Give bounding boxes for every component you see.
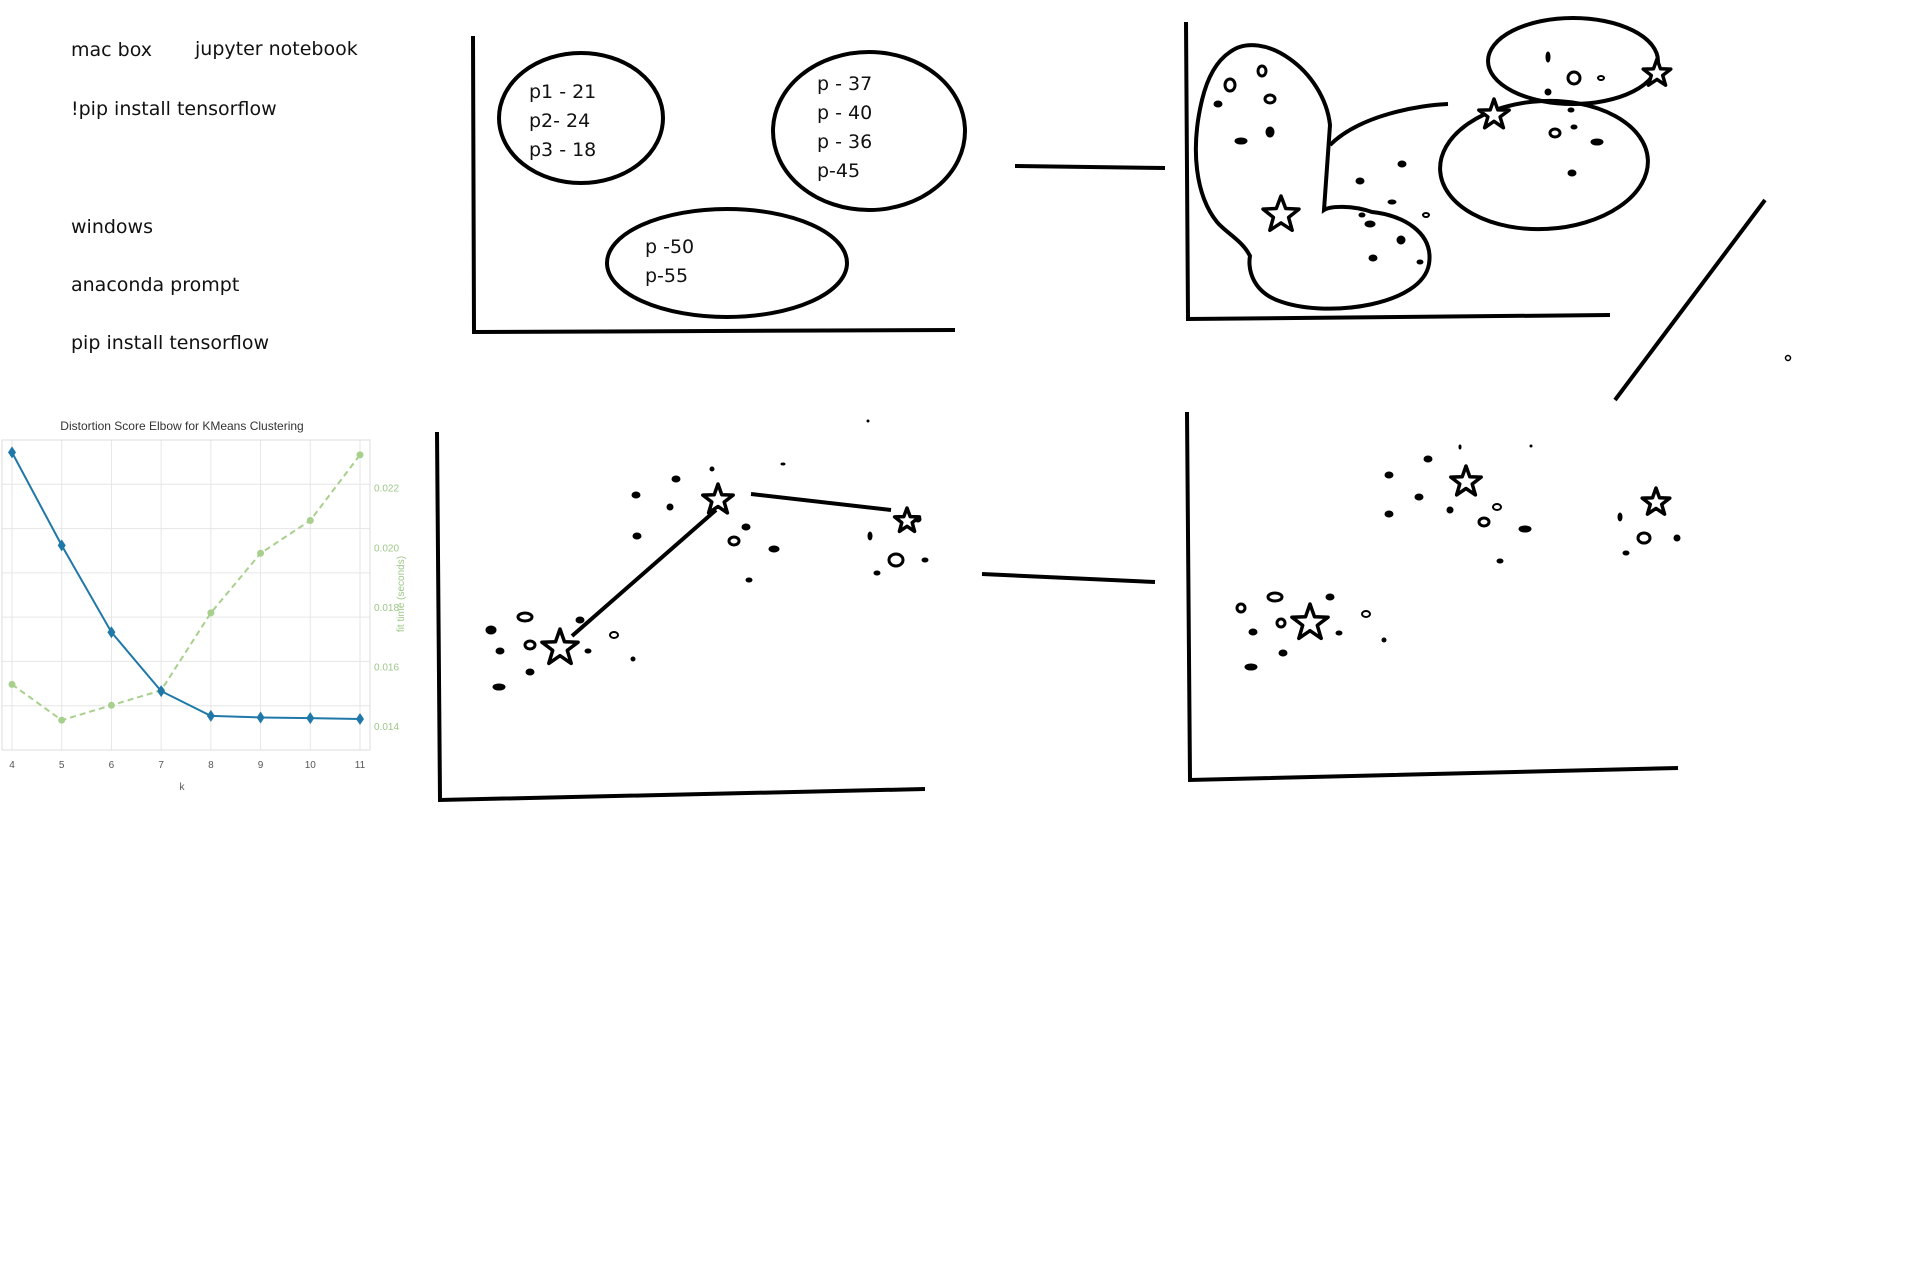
- cluster-labels: p1 - 21 p2- 24 p3 - 18 p - 37 p - 40 p -…: [529, 73, 872, 287]
- sketch3-centroids: [540, 482, 922, 666]
- distortion-line: [11, 451, 361, 720]
- fit-time-point: [107, 701, 115, 709]
- axes: [1184, 21, 1611, 322]
- sketch-centroids-linked: [435, 431, 926, 803]
- note-jupyter-notebook: jupyter notebook: [195, 38, 358, 60]
- cluster-ellipse-1: [497, 51, 665, 185]
- distortion-point: [8, 446, 16, 459]
- distortion-point: [157, 685, 166, 698]
- sketch-clusters-labeled: [471, 35, 967, 335]
- distortion-point: [256, 711, 265, 724]
- y2-tick-label: 0.014: [374, 722, 399, 733]
- fit-time-point: [356, 451, 364, 459]
- connector-line-1: [1014, 164, 1166, 170]
- y2-tick-label: 0.020: [374, 543, 399, 554]
- cluster-boundary-l: [1193, 43, 1432, 311]
- centroid-star: [1261, 194, 1301, 233]
- centroid-star: [1449, 464, 1483, 497]
- sketch2-centroids: [1261, 57, 1673, 233]
- axes: [435, 431, 926, 803]
- label-p55: p-55: [645, 265, 688, 287]
- chart-grid: [1, 439, 371, 751]
- y2-tick-label: 0.022: [374, 484, 399, 495]
- note-anaconda-prompt: anaconda prompt: [71, 274, 240, 296]
- fit-time-point: [207, 609, 215, 617]
- axes: [1185, 411, 1679, 783]
- centroid-star: [540, 627, 580, 666]
- axes: [471, 35, 956, 335]
- chart-x-ticks: 4 5 6 7 8 9 10 11: [9, 760, 365, 771]
- centroid-star: [701, 482, 735, 515]
- fit-time-line: [11, 454, 361, 722]
- centroid-star: [1477, 97, 1511, 130]
- x-tick-label: 10: [305, 760, 317, 771]
- chart-series: [8, 446, 364, 725]
- cluster-ellipse-3: [605, 207, 849, 319]
- y2-tick-label: 0.016: [374, 663, 399, 674]
- cluster-boundary-middle: [1438, 98, 1650, 232]
- chart-title: Distortion Score Elbow for KMeans Cluste…: [60, 419, 303, 433]
- x-tick-label: 8: [208, 760, 214, 771]
- centroid-star: [1641, 57, 1673, 87]
- link-line: [750, 492, 892, 512]
- sketch4-points: [1235, 444, 1681, 671]
- fit-time-point: [306, 516, 314, 524]
- distortion-point: [306, 712, 315, 725]
- distortion-point: [107, 626, 116, 639]
- label-p40: p - 40: [817, 102, 872, 124]
- label-p3: p3 - 18: [529, 139, 596, 161]
- label-p1: p1 - 21: [529, 81, 596, 103]
- label-p45: p-45: [817, 160, 860, 182]
- cluster-ellipse-2: [771, 50, 967, 212]
- sketch3-points: [485, 419, 929, 691]
- sketch-final-clusters: [1185, 411, 1679, 783]
- connector-diagonal: [1613, 198, 1767, 402]
- distortion-point: [206, 709, 215, 722]
- distortion-point: [57, 539, 66, 552]
- chart-y2-ticks: 0.014 0.016 0.018 0.020 0.022: [374, 484, 399, 733]
- fit-time-point: [58, 716, 66, 724]
- x-tick-label: 6: [109, 760, 115, 771]
- fit-time-point: [8, 680, 16, 688]
- chart-x-axis-label: k: [180, 782, 186, 793]
- label-p2: p2- 24: [529, 110, 590, 132]
- note-pip-install-mac: !pip install tensorflow: [71, 98, 277, 120]
- fit-time-point: [257, 549, 265, 557]
- x-tick-label: 9: [258, 760, 264, 771]
- x-tick-label: 4: [9, 760, 15, 771]
- note-mac-box: mac box: [71, 39, 152, 61]
- centroid-star: [1290, 602, 1330, 641]
- cluster-boundary-middle-left: [1328, 102, 1449, 147]
- sketch-clusters-centroids: [1184, 16, 1660, 322]
- chart-y2-axis-label: fit time (seconds): [396, 556, 407, 632]
- cluster-boundary-top: [1486, 16, 1660, 106]
- y2-tick-label: 0.018: [374, 603, 399, 614]
- label-p37: p - 37: [817, 73, 872, 95]
- label-p50: p -50: [645, 236, 694, 258]
- note-pip-install-windows: pip install tensorflow: [71, 332, 269, 354]
- plot-border: [1, 439, 371, 751]
- stray-dot: [1784, 354, 1792, 362]
- distortion-point: [356, 713, 364, 725]
- note-windows: windows: [71, 216, 153, 238]
- link-line: [570, 508, 718, 638]
- x-tick-label: 11: [355, 760, 366, 771]
- x-tick-label: 5: [59, 760, 65, 771]
- sketch2-points: [1213, 51, 1605, 265]
- label-p36: p - 36: [817, 131, 872, 153]
- connector-line-2: [981, 572, 1156, 584]
- sketch4-centroids: [1290, 464, 1672, 641]
- centroid-star: [1640, 486, 1672, 516]
- elbow-chart: Distortion Score Elbow for KMeans Cluste…: [0, 419, 407, 793]
- centroid-star: [892, 506, 922, 534]
- x-tick-label: 7: [158, 760, 164, 771]
